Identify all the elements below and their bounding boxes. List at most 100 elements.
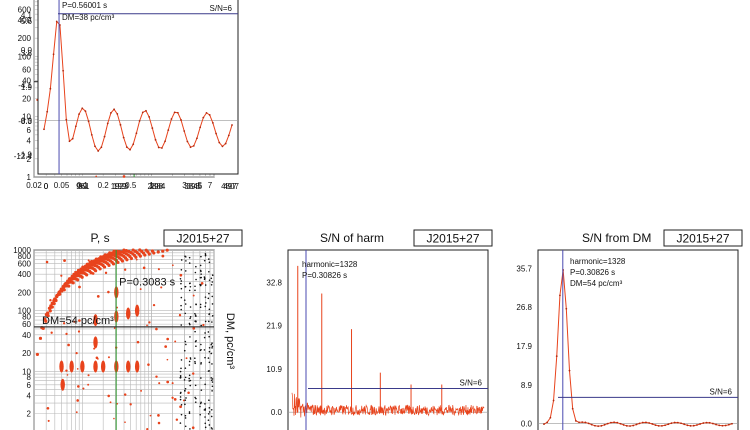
data-point-dim bbox=[189, 315, 192, 318]
y-tick-label: 800 bbox=[18, 252, 32, 261]
sn-dm-point bbox=[132, 143, 135, 146]
sn-dm-point bbox=[708, 421, 711, 424]
panel-top-right: 5.6 3.8 1.9 0.0 -1.9 0 99 199 298 398 497 S/N=6 P=0.… bbox=[0, 0, 250, 205]
sn-dm-point bbox=[616, 421, 619, 424]
data-point-dim bbox=[188, 377, 191, 380]
threshold-label: S/N=6 bbox=[460, 378, 483, 387]
x-tick-label: 1 bbox=[149, 181, 154, 190]
threshold-label: S/N=6 bbox=[210, 4, 233, 13]
data-point-dim bbox=[200, 363, 202, 365]
data-point-dim bbox=[188, 374, 191, 377]
data-point-dim bbox=[184, 414, 187, 417]
sn-dm-point bbox=[632, 424, 635, 427]
data-point-dim bbox=[194, 271, 197, 274]
data-point-dim bbox=[185, 256, 187, 258]
data-point-dim bbox=[188, 360, 191, 363]
data-point-dim bbox=[180, 287, 183, 290]
data-point-dim bbox=[188, 412, 191, 415]
sn-dm-point bbox=[170, 118, 173, 120]
y-tick-label: 4 bbox=[27, 391, 32, 400]
data-point-dim bbox=[210, 343, 213, 346]
data-point bbox=[65, 369, 68, 372]
data-point-dim bbox=[208, 261, 211, 264]
sn-dm-point bbox=[565, 307, 568, 310]
data-point-dim bbox=[208, 313, 211, 315]
sn-dm-point bbox=[164, 140, 166, 143]
data-point bbox=[129, 403, 132, 406]
data-point bbox=[67, 343, 70, 347]
data-point-dim bbox=[207, 413, 210, 415]
sn-dm-point bbox=[227, 134, 230, 137]
data-point-dim bbox=[207, 357, 210, 359]
sn-dm-point bbox=[715, 423, 717, 426]
data-point-dim bbox=[179, 398, 182, 401]
data-point-dim bbox=[204, 305, 207, 308]
data-point-dim bbox=[180, 324, 183, 326]
detection-blob bbox=[125, 360, 131, 373]
data-point bbox=[139, 288, 142, 291]
data-point bbox=[97, 358, 99, 360]
sn-dm-point bbox=[555, 355, 558, 358]
data-point bbox=[76, 399, 79, 402]
data-point bbox=[93, 347, 96, 350]
data-point bbox=[185, 357, 188, 360]
data-point bbox=[109, 401, 112, 404]
harmonic-annotation: harmonic=1328 bbox=[570, 257, 626, 266]
period-annotation: P=0.56001 s bbox=[62, 1, 107, 10]
data-point-dim bbox=[210, 377, 213, 379]
data-point bbox=[46, 313, 50, 318]
data-point-dim bbox=[208, 335, 210, 338]
data-point-dim bbox=[210, 427, 213, 429]
data-point-dim bbox=[199, 283, 201, 286]
sn-dm-point bbox=[71, 137, 74, 140]
data-point bbox=[155, 375, 158, 378]
sn-dm-point bbox=[552, 399, 555, 402]
panel-bottom-middle: 32.8 21.9 10.9 0.0 S/N=6 S/N of harm J2015+27 h… bbox=[250, 222, 500, 430]
y-tick-label: 0.0 bbox=[271, 408, 283, 417]
data-point-dim bbox=[194, 320, 196, 323]
data-point-dim bbox=[189, 358, 192, 360]
data-point-dim bbox=[189, 379, 192, 382]
data-point-dim bbox=[199, 405, 201, 408]
sn-dm-point bbox=[606, 422, 609, 425]
sn-dm-point bbox=[84, 110, 87, 112]
data-point bbox=[156, 250, 160, 254]
y-tick-label: 17.9 bbox=[516, 342, 532, 351]
data-point bbox=[117, 249, 122, 254]
data-point-dim bbox=[189, 306, 192, 308]
sn-dm-point bbox=[711, 422, 714, 425]
sn-dm-point bbox=[106, 122, 109, 125]
y-axis-label: DM, pc/cm³ bbox=[224, 313, 236, 370]
y-tick-label: 35.7 bbox=[516, 265, 532, 274]
data-point bbox=[124, 249, 128, 253]
data-point bbox=[55, 295, 59, 299]
detection-blob bbox=[60, 378, 65, 391]
data-point-dim bbox=[208, 361, 211, 364]
data-point bbox=[140, 389, 143, 392]
data-point bbox=[157, 414, 160, 417]
data-point bbox=[46, 406, 50, 410]
detection-blob bbox=[93, 314, 98, 327]
data-point bbox=[161, 254, 165, 258]
data-point-dim bbox=[200, 348, 202, 351]
sn-dm-point bbox=[202, 116, 205, 119]
y-tick-label: 21.9 bbox=[266, 322, 282, 331]
data-point-dim bbox=[208, 346, 211, 349]
data-point-dim bbox=[204, 416, 206, 418]
data-point-dim bbox=[207, 419, 210, 421]
data-point-dim bbox=[199, 264, 202, 267]
data-point-dim bbox=[204, 284, 207, 286]
data-point bbox=[192, 372, 195, 375]
data-point bbox=[155, 327, 158, 331]
data-point-dim bbox=[184, 390, 186, 392]
data-point-dim bbox=[188, 364, 191, 366]
sn-dm-point bbox=[651, 423, 654, 425]
y-tick-label: 0.0 bbox=[521, 419, 533, 428]
sn-dm-point bbox=[192, 144, 195, 147]
data-point-dim bbox=[211, 378, 214, 380]
y-tick-label: 100 bbox=[18, 307, 32, 316]
dm-annotation: DM=54 pc/cm³ bbox=[42, 315, 114, 327]
plot-area bbox=[537, 249, 739, 430]
sn-dm-point bbox=[81, 107, 84, 110]
